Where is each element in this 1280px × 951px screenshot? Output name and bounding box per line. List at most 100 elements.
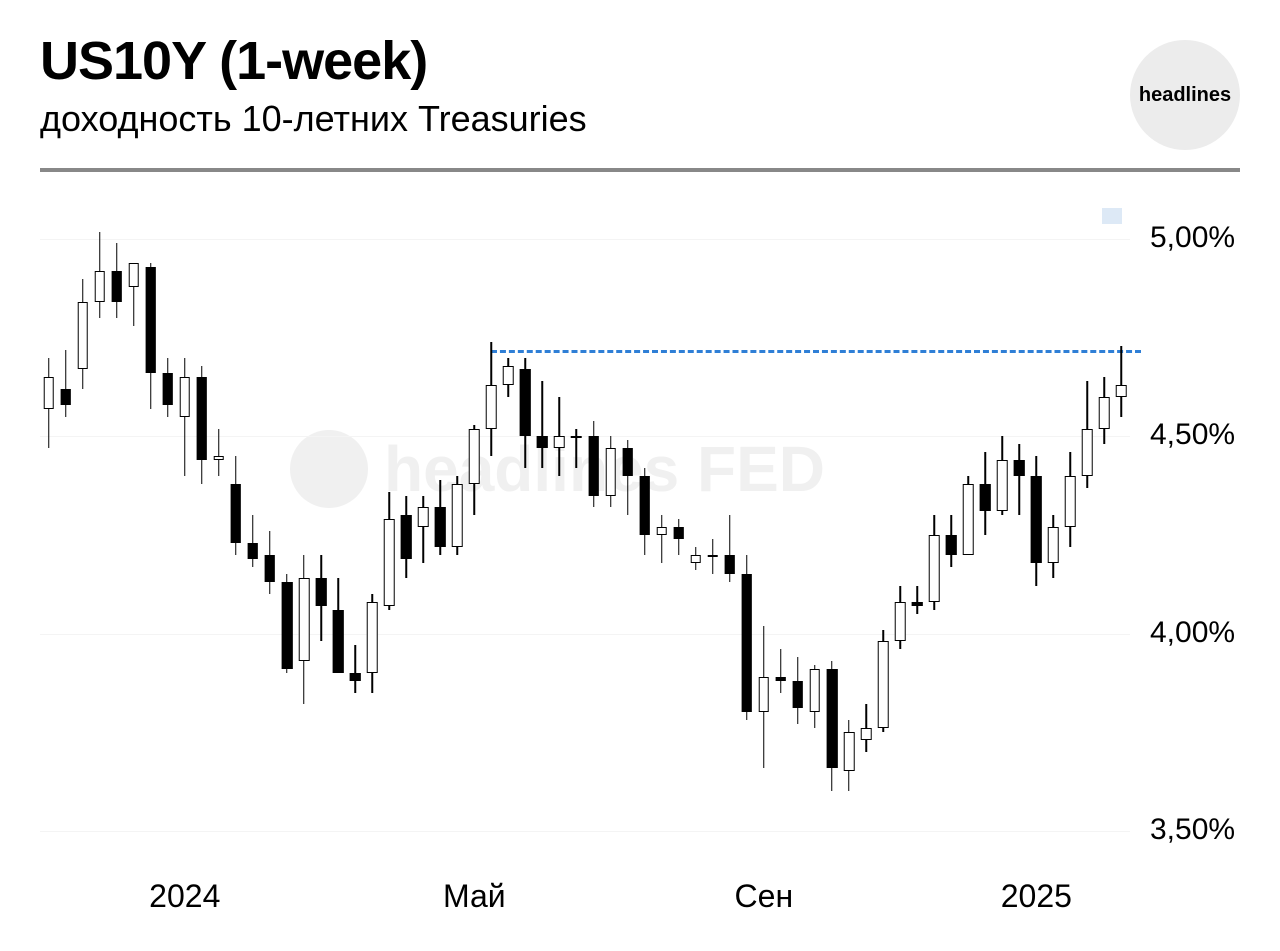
candle-body: [588, 436, 599, 495]
candle-body: [94, 271, 105, 303]
candle-body: [384, 519, 395, 606]
candle-body: [963, 484, 974, 555]
candle-body: [1099, 397, 1110, 429]
candle-wick: [1019, 444, 1021, 515]
y-axis-label: 3,50%: [1150, 813, 1235, 847]
y-axis-label: 4,00%: [1150, 616, 1235, 650]
candle-body: [827, 669, 838, 768]
candle-body: [401, 515, 412, 558]
candle-body: [1116, 385, 1127, 397]
candle-body: [282, 582, 293, 669]
candle-body: [861, 728, 872, 740]
candlestick-chart: headlines FED: [40, 200, 1130, 870]
candle-body: [452, 484, 463, 547]
candle-body: [367, 602, 378, 673]
candle-body: [878, 641, 889, 728]
candle-body: [162, 373, 173, 405]
candle-body: [77, 302, 88, 369]
candle-wick: [1121, 346, 1123, 417]
candle-body: [656, 527, 667, 535]
candle-body: [776, 677, 787, 681]
gridline: [40, 239, 1130, 240]
candle-body: [724, 555, 735, 575]
candle-body: [571, 436, 582, 438]
candle-body: [214, 456, 225, 460]
candle-body: [980, 484, 991, 512]
candle-body: [145, 267, 156, 373]
candle-body: [1048, 527, 1059, 562]
candle-body: [1065, 476, 1076, 527]
candle-body: [639, 476, 650, 535]
watermark-icon: [290, 430, 368, 508]
x-axis: 2024 Май Сен 2025: [40, 878, 1130, 928]
candle-body: [418, 507, 429, 527]
candle-body: [895, 602, 906, 641]
candle-body: [435, 507, 446, 546]
candle-body: [997, 460, 1008, 511]
candle-body: [844, 732, 855, 771]
candle-body: [690, 555, 701, 563]
candle-body: [316, 578, 327, 606]
candle-body: [537, 436, 548, 448]
candle-body: [1082, 429, 1093, 476]
gridline: [40, 831, 1130, 832]
candle-body: [605, 448, 616, 495]
candle-wick: [661, 515, 663, 562]
chart-title: US10Y (1-week): [40, 30, 1240, 92]
candle-body: [43, 377, 54, 409]
candle-body: [673, 527, 684, 539]
candle-body: [707, 555, 718, 557]
candle-wick: [542, 381, 544, 468]
candle-wick: [65, 350, 67, 417]
candle-body: [469, 429, 480, 484]
candle-body: [946, 535, 957, 555]
x-axis-label: 2025: [1001, 878, 1072, 915]
candle-body: [197, 377, 208, 460]
candle-body: [111, 271, 122, 303]
candle-body: [912, 602, 923, 606]
candle-body: [810, 669, 821, 712]
candle-wick: [780, 649, 782, 692]
y-axis-label: 5,00%: [1150, 221, 1235, 255]
candle-body: [742, 574, 753, 712]
x-axis-label: Сен: [735, 878, 794, 915]
logo-text: headlines: [1139, 84, 1231, 107]
candle-body: [929, 535, 940, 602]
candle-body: [231, 484, 242, 543]
candle-body: [333, 610, 344, 673]
resistance-line: [491, 350, 1141, 353]
candle-wick: [576, 429, 578, 468]
candle-wick: [916, 586, 918, 614]
y-axis-label: 4,50%: [1150, 418, 1235, 452]
candle-wick: [184, 358, 186, 476]
candle-wick: [252, 515, 254, 566]
x-axis-label: 2024: [149, 878, 220, 915]
candle-body: [179, 377, 190, 416]
candle-body: [248, 543, 259, 559]
chart-header: US10Y (1-week) доходность 10-летних Trea…: [40, 30, 1240, 140]
gridline: [40, 634, 1130, 635]
candle-body: [622, 448, 633, 476]
chart-subtitle: доходность 10-летних Treasuries: [40, 98, 1240, 140]
header-divider: [40, 168, 1240, 172]
candle-wick: [354, 645, 356, 692]
candle-body: [486, 385, 497, 428]
x-axis-label: Май: [443, 878, 506, 915]
candle-body: [520, 369, 531, 436]
candle-body: [554, 436, 565, 448]
candle-body: [759, 677, 770, 712]
candle-body: [1014, 460, 1025, 476]
candle-body: [60, 389, 71, 405]
candle-body: [265, 555, 276, 583]
candle-wick: [422, 496, 424, 563]
candle-body: [793, 681, 804, 709]
candle-body: [128, 263, 139, 287]
candle-body: [350, 673, 361, 681]
legend-marker: [1102, 208, 1122, 224]
logo-badge: headlines: [1130, 40, 1240, 150]
candle-body: [299, 578, 310, 661]
candle-body: [1031, 476, 1042, 563]
candle-body: [503, 366, 514, 386]
candle-wick: [218, 429, 220, 476]
y-axis: 3,50% 4,00% 4,50% 5,00%: [1140, 200, 1250, 870]
